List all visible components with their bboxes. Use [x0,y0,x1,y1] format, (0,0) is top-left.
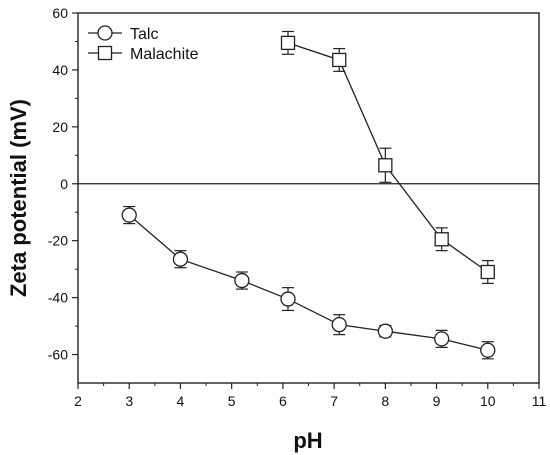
malachite-point [332,52,347,68]
malachite-point [378,158,393,173]
x-axis-ticks: 2 3 4 5 6 7 8 9 10 11 [74,383,546,409]
x-tick-label: 6 [279,393,287,409]
talc-point [480,342,496,358]
talc-point [172,251,189,267]
y-tick-label: -40 [48,290,68,306]
y-tick-label: 20 [52,119,68,135]
legend-marker [97,45,113,61]
malachite-line [287,42,489,273]
talc-point [331,317,347,333]
x-tick-label: 9 [433,393,441,409]
legend-label: Malachite [130,46,199,63]
y-axis-ticks: -60 -40 -20 0 20 40 60 [48,5,78,363]
y-tick-label: -60 [48,347,68,363]
x-tick-label: 3 [125,393,133,409]
legend: Talc Malachite [88,25,199,63]
y-axis-title: Zeta potential (mV) [6,99,31,297]
y-tick-label: -20 [48,233,68,249]
legend-label: Talc [130,26,158,43]
x-tick-label: 5 [228,393,236,409]
talc-series [121,205,496,360]
y-tick-label: 60 [52,5,68,21]
x-tick-label: 11 [532,393,547,409]
talc-point [121,207,137,223]
malachite-series [280,30,495,284]
talc-point [280,291,296,307]
x-tick-label: 8 [381,393,389,409]
legend-item-talc: Talc [88,25,158,43]
legend-item-malachite: Malachite [88,45,199,63]
talc-point [377,323,393,339]
x-tick-label: 10 [480,393,496,409]
talc-point [434,331,450,347]
x-tick-label: 2 [74,393,82,409]
malachite-point [280,35,296,51]
x-tick-label: 7 [330,393,338,409]
talc-line [128,214,488,351]
talc-point [234,272,250,289]
legend-marker [97,25,113,41]
plot-frame [77,12,540,384]
malachite-point [480,264,495,280]
x-tick-label: 4 [177,393,185,409]
axes [77,12,540,384]
x-axis-title: pH [293,428,322,453]
malachite-point [434,232,449,247]
y-tick-label: 40 [52,62,68,78]
y-tick-label: 0 [60,176,68,192]
series-layer [121,30,496,360]
